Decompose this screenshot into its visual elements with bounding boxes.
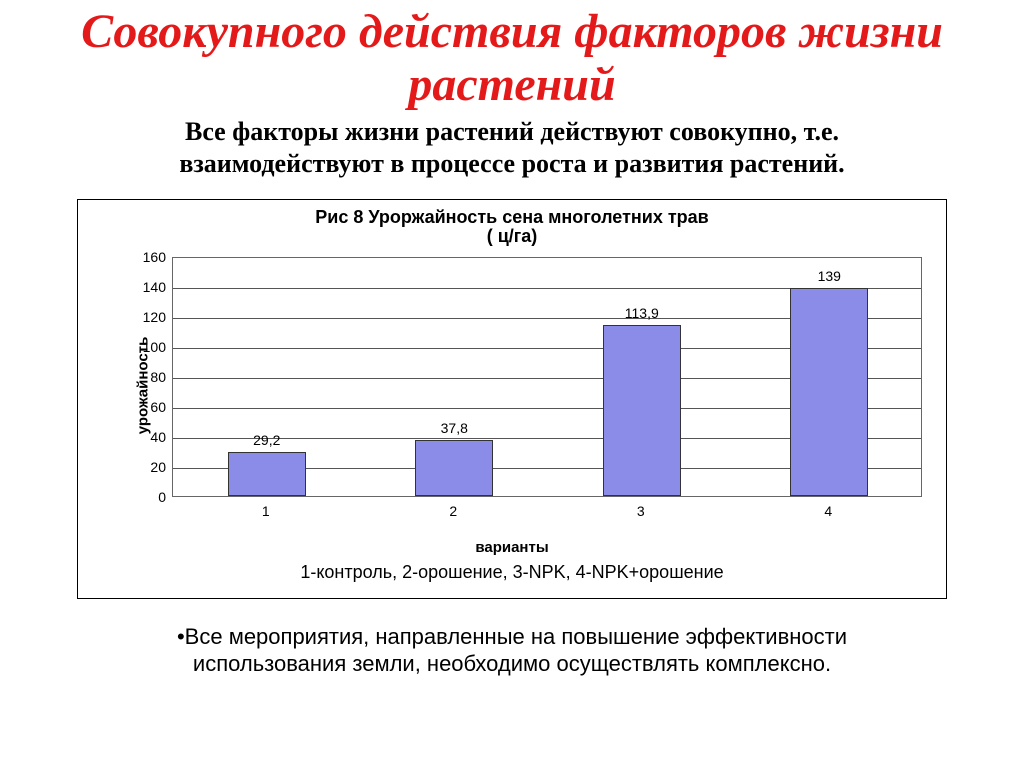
main-title: Совокупного действия факторов жизни раст… [0,0,1024,112]
main-title-text: Совокупного действия факторов жизни раст… [81,5,943,111]
legend-text: 1-контроль, 2-орошение, 3-NPK, 4-NPK+оро… [78,562,946,583]
bar [603,325,681,496]
ytick-label: 100 [132,339,166,355]
bar [790,288,868,497]
plot-area: 29,2 37,8 113,9 139 [172,257,922,497]
xtick-label: 3 [637,503,645,519]
ytick-label: 40 [132,429,166,445]
chart-title-line1: Рис 8 Уроржайность сена многолетних трав [315,207,708,227]
ytick-label: 0 [132,489,166,505]
bar-value-label: 139 [818,268,841,284]
bar-value-label: 29,2 [253,432,280,448]
footer-text: •Все мероприятия, направленные на повыше… [0,623,1024,678]
xtick-label: 2 [449,503,457,519]
chart-title: Рис 8 Уроржайность сена многолетних трав… [78,208,946,248]
footer-line1: Все мероприятия, направленные на повышен… [185,624,847,649]
subtitle: Все факторы жизни растений действуют сов… [0,116,1024,181]
subtitle-line2: взаимодействуют в процессе роста и разви… [179,149,844,178]
chart-box: Рис 8 Уроржайность сена многолетних трав… [77,199,947,599]
footer-bullet: • [177,624,185,649]
plot-wrap: урожайность 29,237,8113,9139 02040608010… [82,257,942,537]
bar-value-label: 37,8 [441,420,468,436]
ytick-label: 160 [132,249,166,265]
footer-line2: использования земли, необходимо осуществ… [193,651,831,676]
subtitle-line1: Все факторы жизни растений действуют сов… [185,117,839,146]
xtick-label: 4 [824,503,832,519]
bar-value-label: 113,9 [625,305,659,321]
ytick-label: 20 [132,459,166,475]
chart-title-line2: ( ц/га) [487,226,538,246]
ytick-label: 80 [132,369,166,385]
xaxis-title: варианты [78,539,946,556]
ytick-label: 60 [132,399,166,415]
ytick-label: 140 [132,279,166,295]
bar [415,440,493,497]
xtick-label: 1 [262,503,270,519]
bar [228,452,306,496]
ytick-label: 120 [132,309,166,325]
